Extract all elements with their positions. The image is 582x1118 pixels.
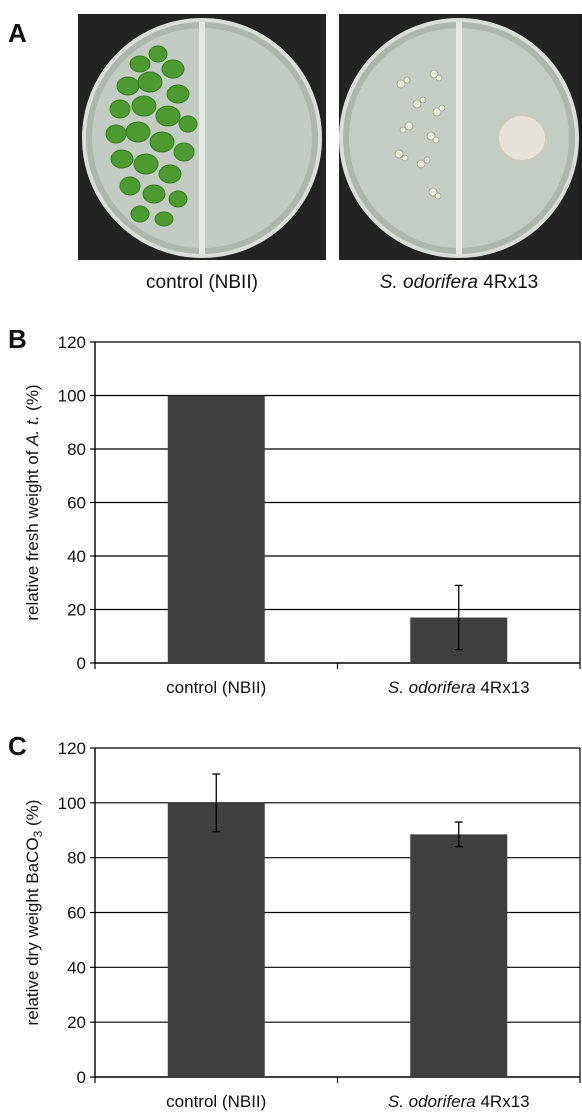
panel-label: B [8,324,27,354]
y-axis-label: relative fresh weight of A. t. (%) [23,384,42,620]
caption-italic: S. odorifera [379,272,479,293]
photo-caption-control: control (NBII) [72,272,332,294]
bar [167,802,265,1077]
chart-b: B 0 20 40 60 80 100 120 control (NBII) S. odorife… [8,324,581,697]
x-category-label: S. odorifera 4Rx13 [388,678,530,697]
y-tick-label: 120 [58,333,86,352]
x-category-label: control (NBII) [166,678,266,697]
x-category-label: S. odorifera 4Rx13 [388,1092,530,1111]
y-tick-label: 40 [67,958,86,977]
x-category-label: control (NBII) [166,1092,266,1111]
y-tick-label: 0 [77,1068,86,1087]
y-tick-label: 40 [67,547,86,566]
y-tick-label: 60 [67,494,86,513]
petri-dish-photo-control [78,14,326,260]
y-tick-label: 100 [58,794,86,813]
y-tick-label: 80 [67,849,86,868]
y-tick-label: 0 [77,654,86,673]
caption-text: control (NBII) [146,272,258,293]
panel-label: C [8,731,27,761]
bar [167,395,265,663]
y-tick-label: 20 [67,1013,86,1032]
caption-rest: 4Rx13 [478,272,539,293]
panel-a-label: A [8,18,27,48]
y-axis-label: relative dry weight BaCO3 (%) [23,800,45,1026]
y-tick-label: 100 [58,387,86,406]
y-tick-label: 60 [67,904,86,923]
y-tick-label: 120 [58,739,86,758]
petri-dish-photo-s-odorifera [339,14,582,260]
bar [410,834,508,1077]
y-tick-label: 20 [67,601,86,620]
photo-caption-s-odorifera: S. odorifera 4Rx13 [329,272,582,294]
chart-c: C 0 20 40 60 80 100 120 control (NBII) S. odorife… [8,731,581,1111]
y-tick-label: 80 [67,440,86,459]
